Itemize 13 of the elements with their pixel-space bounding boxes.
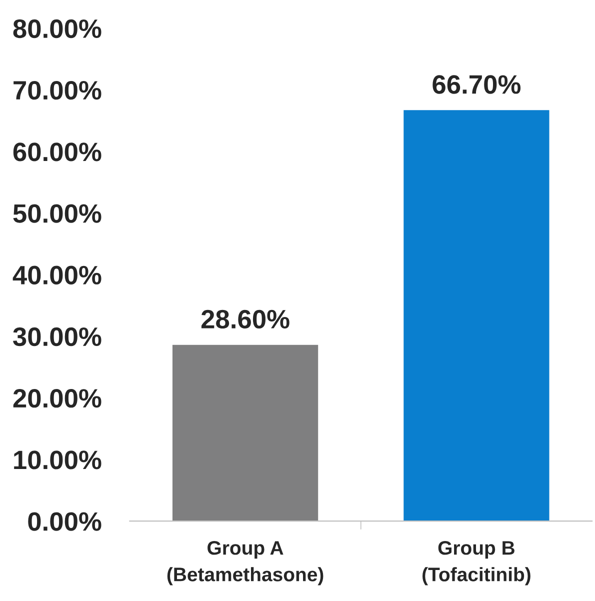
y-tick-label: 50.00% [13,204,102,223]
y-tick-label: 40.00% [12,266,102,284]
data-label: 28.60% [201,310,290,329]
data-label: 66.70% [432,75,521,94]
y-tick-label: 80.00% [13,19,102,38]
x-tick-label: Group A (Betamethasone) [167,541,324,586]
y-tick-label: 10.00% [14,450,102,470]
y-tick-label: 20.00% [13,388,102,408]
y-tick-label: 60.00% [13,142,102,162]
x-tick-label: Group B (Tofacitinib) [422,541,530,586]
y-tick-label: 0.00% [28,512,102,531]
y-tick-label: 30.00% [13,327,102,346]
y-tick-label: 70.00% [14,80,102,100]
